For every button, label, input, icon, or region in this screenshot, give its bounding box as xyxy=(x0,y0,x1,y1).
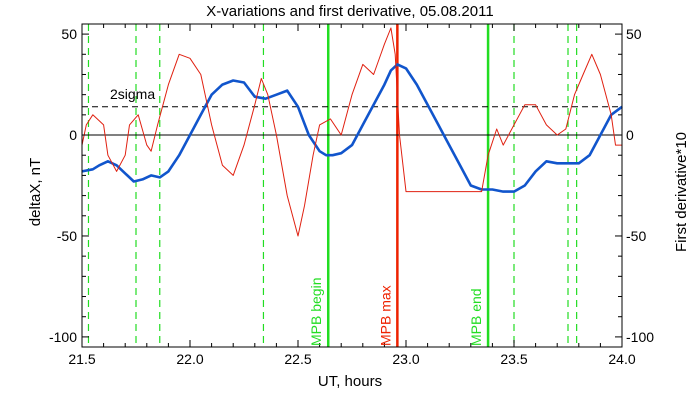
y-tick-label-left: 50 xyxy=(61,26,77,42)
series-line-1 xyxy=(81,27,622,237)
x-tick-label: 22.0 xyxy=(176,351,203,367)
y-tick-label-right: 50 xyxy=(626,26,642,42)
x-tick-label: 24.0 xyxy=(608,351,635,367)
vline-label-5: MPB max xyxy=(377,285,393,346)
y-tick-label-left: -50 xyxy=(57,228,77,244)
y-tick-label-left: 0 xyxy=(69,127,77,143)
vline-group xyxy=(87,24,578,347)
series-group xyxy=(81,27,623,237)
tick-group: 21.5 22.0 22.5 23.0 23.5 24.0 50 0 -50 -100 50 0 -50… xyxy=(49,24,654,367)
y-tick-label-left: -100 xyxy=(49,329,77,345)
vline-label-4: MPB begin xyxy=(308,278,324,346)
vline-label-group: MPB begin MPB max MPB end xyxy=(308,278,484,346)
x-tick-label: 21.5 xyxy=(68,351,95,367)
y-tick-label-right: 0 xyxy=(626,127,634,143)
series-line-0 xyxy=(81,63,623,193)
vline-label-6: MPB end xyxy=(468,288,484,346)
plot-frame-group xyxy=(81,23,623,348)
chart-title: X-variations and first derivative, 05.08… xyxy=(206,3,493,20)
y-axis-label-right: First derivative*10 xyxy=(673,132,690,252)
sigma-label: 2sigma xyxy=(110,86,155,102)
y-tick-label-right: -50 xyxy=(626,228,646,244)
hline-group xyxy=(82,106,622,136)
x-axis-label: UT, hours xyxy=(318,373,382,390)
y-axis-label-left: deltaX, nT xyxy=(27,158,44,226)
x-tick-label: 23.5 xyxy=(500,351,527,367)
x-tick-label: 22.5 xyxy=(284,351,311,367)
x-tick-label: 23.0 xyxy=(392,351,419,367)
y-tick-label-right: -100 xyxy=(626,329,654,345)
plot-frame xyxy=(81,23,623,348)
